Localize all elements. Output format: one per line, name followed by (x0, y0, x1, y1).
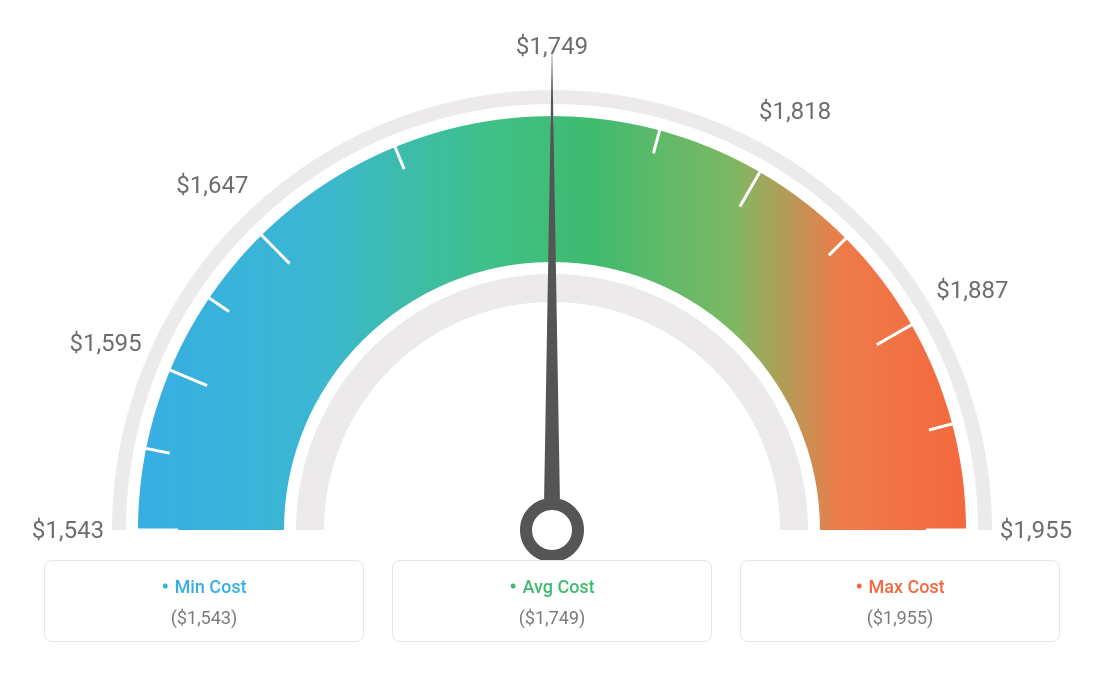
avg-cost-title: Avg Cost (393, 575, 711, 600)
avg-cost-value: ($1,749) (393, 608, 711, 629)
gauge-tick-label: $1,749 (516, 32, 588, 60)
max-cost-value: ($1,955) (741, 608, 1059, 629)
avg-cost-card: Avg Cost ($1,749) (392, 560, 712, 642)
gauge-tick-label: $1,887 (936, 276, 1008, 304)
gauge-chart: $1,543 $1,595 $1,647 $1,749 $1,818 $1,887 $1,9… (0, 0, 1104, 560)
min-cost-value: ($1,543) (45, 608, 363, 629)
max-cost-title: Max Cost (741, 575, 1059, 600)
gauge-tick-label: $1,595 (69, 329, 141, 357)
gauge-tick-label: $1,543 (32, 516, 104, 544)
gauge-tick-label: $1,647 (176, 171, 248, 199)
min-cost-card: Min Cost ($1,543) (44, 560, 364, 642)
min-cost-title: Min Cost (45, 575, 363, 600)
max-cost-card: Max Cost ($1,955) (740, 560, 1060, 642)
summary-cards: Min Cost ($1,543) Avg Cost ($1,749) Max … (0, 560, 1104, 642)
gauge-tick-label: $1,955 (1000, 516, 1072, 544)
gauge-tick-label: $1,818 (759, 97, 831, 125)
